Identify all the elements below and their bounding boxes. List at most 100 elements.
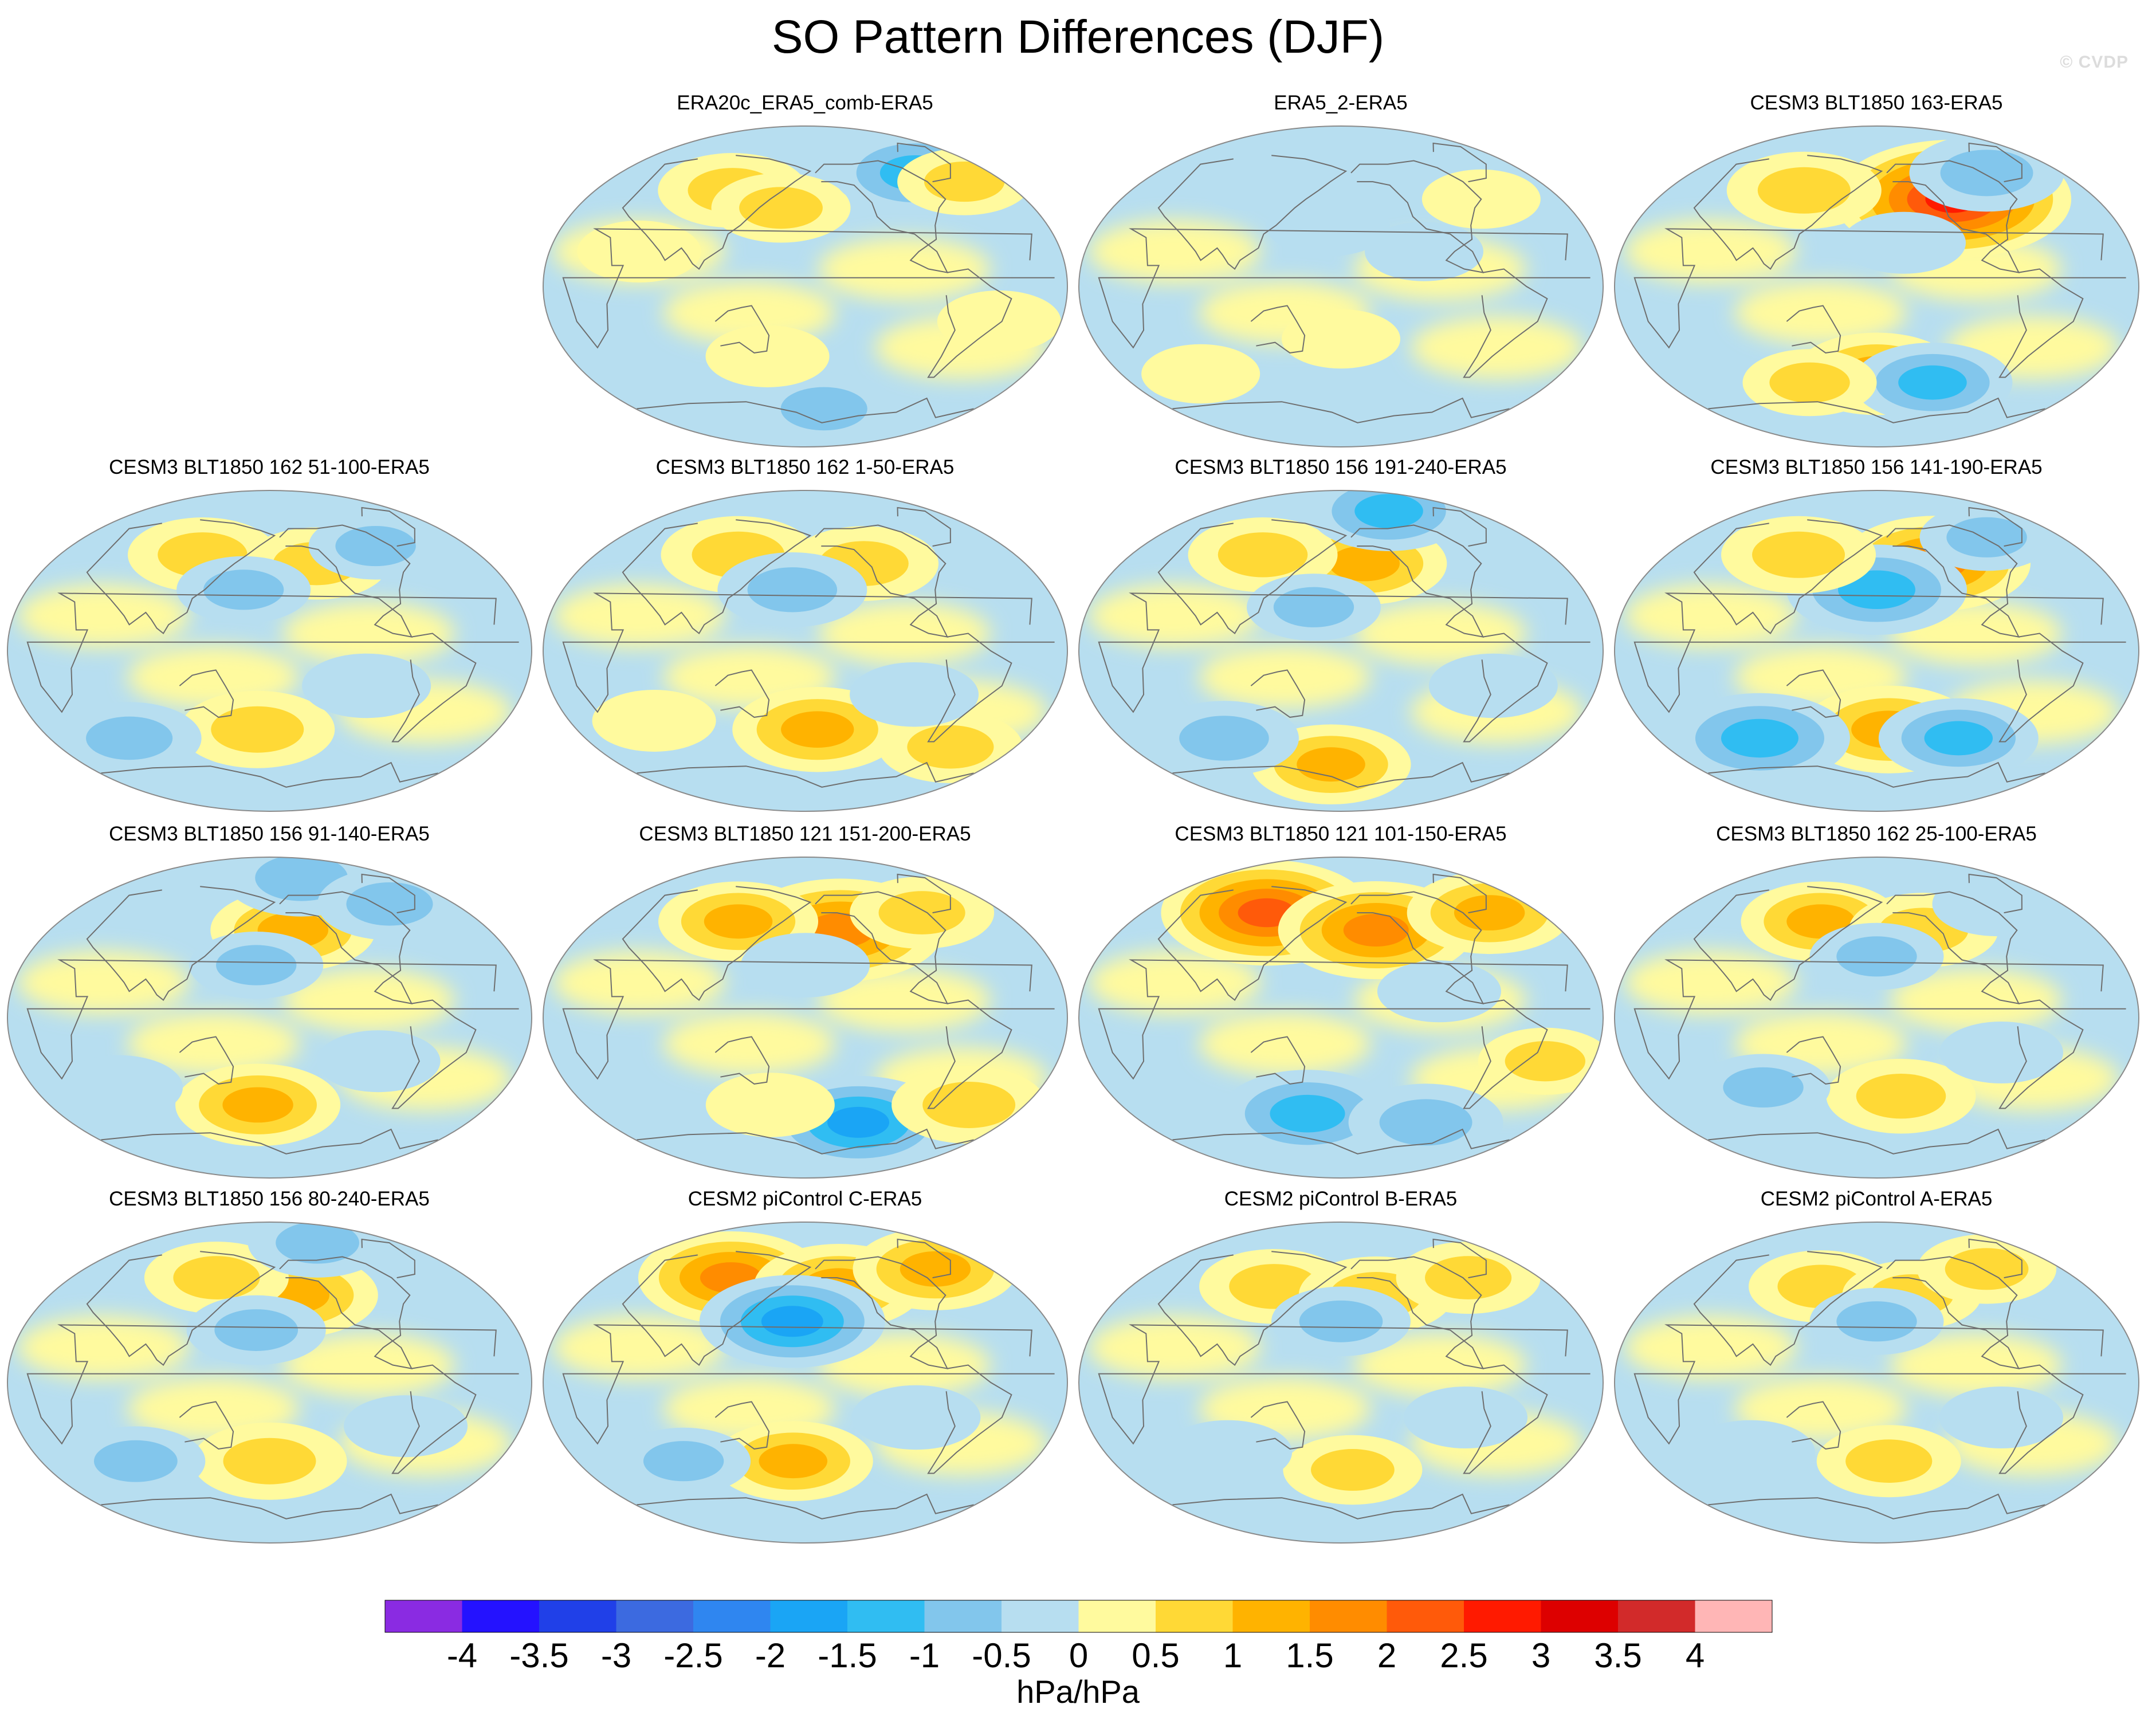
contour-level <box>1310 1448 1395 1491</box>
colorbar-tick-label: -1 <box>909 1636 940 1675</box>
positive-anomaly <box>878 710 1023 783</box>
coastline <box>1462 999 1548 1109</box>
coastline <box>1998 633 2084 743</box>
coastline <box>1786 669 1841 718</box>
colorbar-units: hPa/hPa <box>1016 1674 1140 1710</box>
contour-level <box>215 945 296 985</box>
negative-anomaly <box>1696 1054 1831 1121</box>
panel-title: CESM3 BLT1850 121 151-200-ERA5 <box>639 823 971 845</box>
coastline <box>26 1324 519 1445</box>
colorbar-swatch <box>616 1600 693 1632</box>
coastline <box>622 155 811 270</box>
negative-anomaly <box>851 1385 980 1450</box>
contour-level <box>1769 362 1850 403</box>
field-band <box>1624 584 1796 648</box>
contour-level <box>758 1444 827 1479</box>
coastline <box>622 886 811 1001</box>
contour-level <box>1898 365 1967 400</box>
colorbar-frame <box>384 1600 1773 1633</box>
negative-anomaly <box>248 1222 387 1278</box>
contour-level <box>203 570 284 610</box>
coastline <box>1693 886 1883 1001</box>
coastline <box>1633 1324 2126 1445</box>
negative-anomaly <box>616 1427 751 1495</box>
contour-level <box>851 1385 980 1450</box>
contour-level <box>214 1309 298 1351</box>
contour-level <box>1932 871 2061 937</box>
negative-anomaly <box>1809 1287 1943 1355</box>
contour-level <box>937 290 1061 352</box>
negative-anomaly <box>1939 1021 2063 1083</box>
negative-anomaly <box>1878 698 2039 779</box>
contour-level <box>643 1441 724 1482</box>
field-band <box>663 1012 835 1075</box>
map-border <box>1613 490 2139 812</box>
contour-level <box>1379 1099 1472 1146</box>
negative-anomaly <box>1428 653 1558 718</box>
coastline <box>1097 592 1591 713</box>
contour-level <box>592 689 716 752</box>
contour-level <box>1281 309 1400 369</box>
map-border <box>1613 125 2139 447</box>
contour-level <box>210 706 304 753</box>
contour-level <box>1721 718 1798 758</box>
coastline <box>86 519 276 634</box>
positive-anomaly <box>1742 349 1877 417</box>
positive-anomaly <box>1721 516 1876 594</box>
field-band <box>1410 316 1582 379</box>
contour-level <box>761 1306 823 1337</box>
positive-anomaly <box>1816 1425 1961 1498</box>
panel-title: CESM2 piControl B-ERA5 <box>1224 1188 1458 1210</box>
negative-anomaly <box>1932 871 2061 937</box>
contour-level <box>343 1395 468 1458</box>
panel-title: CESM3 BLT1850 156 80-240-ERA5 <box>109 1188 430 1210</box>
positive-anomaly <box>179 690 335 768</box>
map-panel <box>1613 125 2139 447</box>
contour-level <box>900 1251 971 1287</box>
field-band <box>1624 220 1796 284</box>
field-band <box>1088 951 1260 1015</box>
contour-level <box>1686 1420 1815 1485</box>
panel-title: CESM3 BLT1850 156 91-140-ERA5 <box>109 823 430 845</box>
map-panel <box>6 857 532 1179</box>
negative-anomaly <box>1809 922 1943 990</box>
contour-level <box>1329 545 1400 582</box>
negative-anomaly <box>308 512 443 580</box>
negative-anomaly <box>699 1275 885 1368</box>
contour-level <box>1179 716 1269 761</box>
coastline <box>1432 1238 1487 1279</box>
negative-anomaly <box>1669 693 1850 784</box>
colorbar-swatch <box>924 1600 1002 1632</box>
field-band <box>17 951 189 1015</box>
colorbar-tick-label: -2.5 <box>663 1636 723 1675</box>
negative-anomaly <box>1309 490 1469 551</box>
positive-anomaly <box>849 877 994 949</box>
field-band <box>1890 1333 2062 1397</box>
contour-level <box>1751 531 1845 578</box>
colorbar-tick-label: -0.5 <box>972 1636 1031 1675</box>
contour-level <box>93 1440 178 1482</box>
contour-level <box>1269 1094 1345 1133</box>
negative-anomaly <box>1852 342 2012 423</box>
map-panel <box>542 1222 1068 1544</box>
map-border <box>1078 490 1604 812</box>
contour-level <box>1141 344 1260 404</box>
map-border <box>1613 1222 2139 1544</box>
map-border <box>6 490 532 812</box>
colorbar-tick-label: 0.5 <box>1132 1636 1180 1675</box>
coastline <box>1432 142 1487 183</box>
positive-anomaly <box>1825 1058 1976 1134</box>
negative-anomaly <box>1364 222 1483 281</box>
map-border <box>6 1222 532 1544</box>
contour-level <box>1343 914 1409 947</box>
negative-anomaly <box>188 932 323 999</box>
panel-title: CESM3 BLT1850 156 191-240-ERA5 <box>1175 456 1507 478</box>
coastline <box>1097 228 1591 349</box>
coastline <box>278 524 413 638</box>
colorbar-tick-label: -1.5 <box>818 1636 877 1675</box>
colorbar-swatch <box>539 1600 616 1632</box>
contour-level <box>705 1073 835 1137</box>
coastline <box>1693 1251 1883 1366</box>
field-band <box>17 584 189 648</box>
